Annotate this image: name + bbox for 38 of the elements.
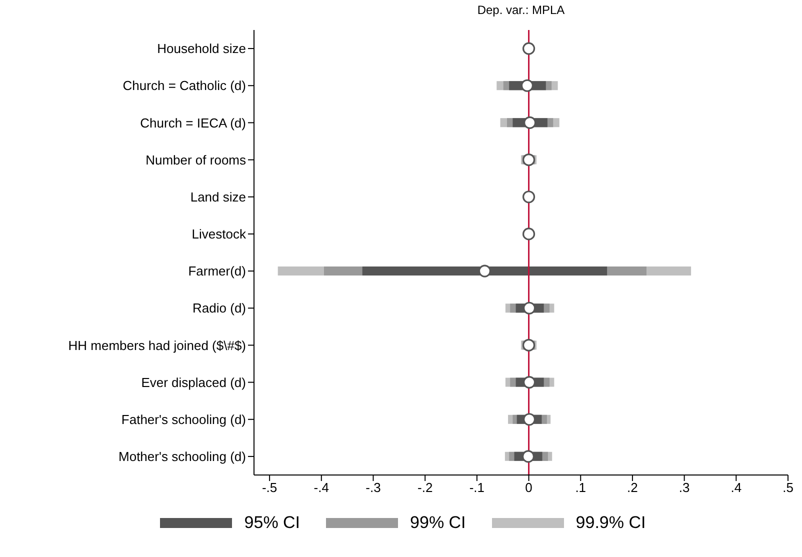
point [520,79,534,92]
point [522,302,536,314]
x-tick-label: -.2 [418,480,433,496]
bar [362,266,608,276]
y-tick-label: Land size [190,189,246,204]
y-tick-label: Farmer(d) [188,264,246,279]
y-tick-label: HH members had joined ($\#$) [68,338,246,353]
x-tick-label: -.4 [314,480,329,496]
chart-title: Dep. var.: MPLA [476,3,566,17]
x-tick-label: -.3 [366,480,381,496]
x-tick-label: .4 [730,480,742,496]
x-tick-label: .1 [575,480,586,496]
x-tick-label: .5 [782,480,794,496]
point [522,228,536,240]
y-tick-label: Livestock [192,226,246,242]
x-tick-label: -.5 [262,480,278,496]
legend-label: 99% CI [410,513,466,533]
legend-label: 99.9% CI [576,513,646,533]
legend-label: 95% CI [244,513,300,533]
x-tick-label: 0 [525,480,532,496]
point [524,116,536,130]
point [478,264,492,278]
point [522,190,536,204]
y-tick-label: Household size [157,41,246,56]
y-tick-label: Radio (d) [192,300,246,316]
point [522,376,536,389]
y-tick-label: Ever displaced (d) [141,374,246,390]
y-tick-label: Number of rooms [146,152,246,168]
x-tick-label: .3 [678,480,690,496]
point [522,42,536,55]
y-tick-label: Father's schooling (d) [121,412,246,427]
y-tick-label: Mother's schooling (d) [118,449,246,464]
point [522,450,535,463]
y-tick-label: Church = Catholic (d) [122,78,246,94]
x-tick-label: .2 [627,480,638,496]
x-tick-label: -.1 [469,480,485,496]
point [522,413,536,426]
y-tick-label: Church = IECA (d) [140,115,246,130]
